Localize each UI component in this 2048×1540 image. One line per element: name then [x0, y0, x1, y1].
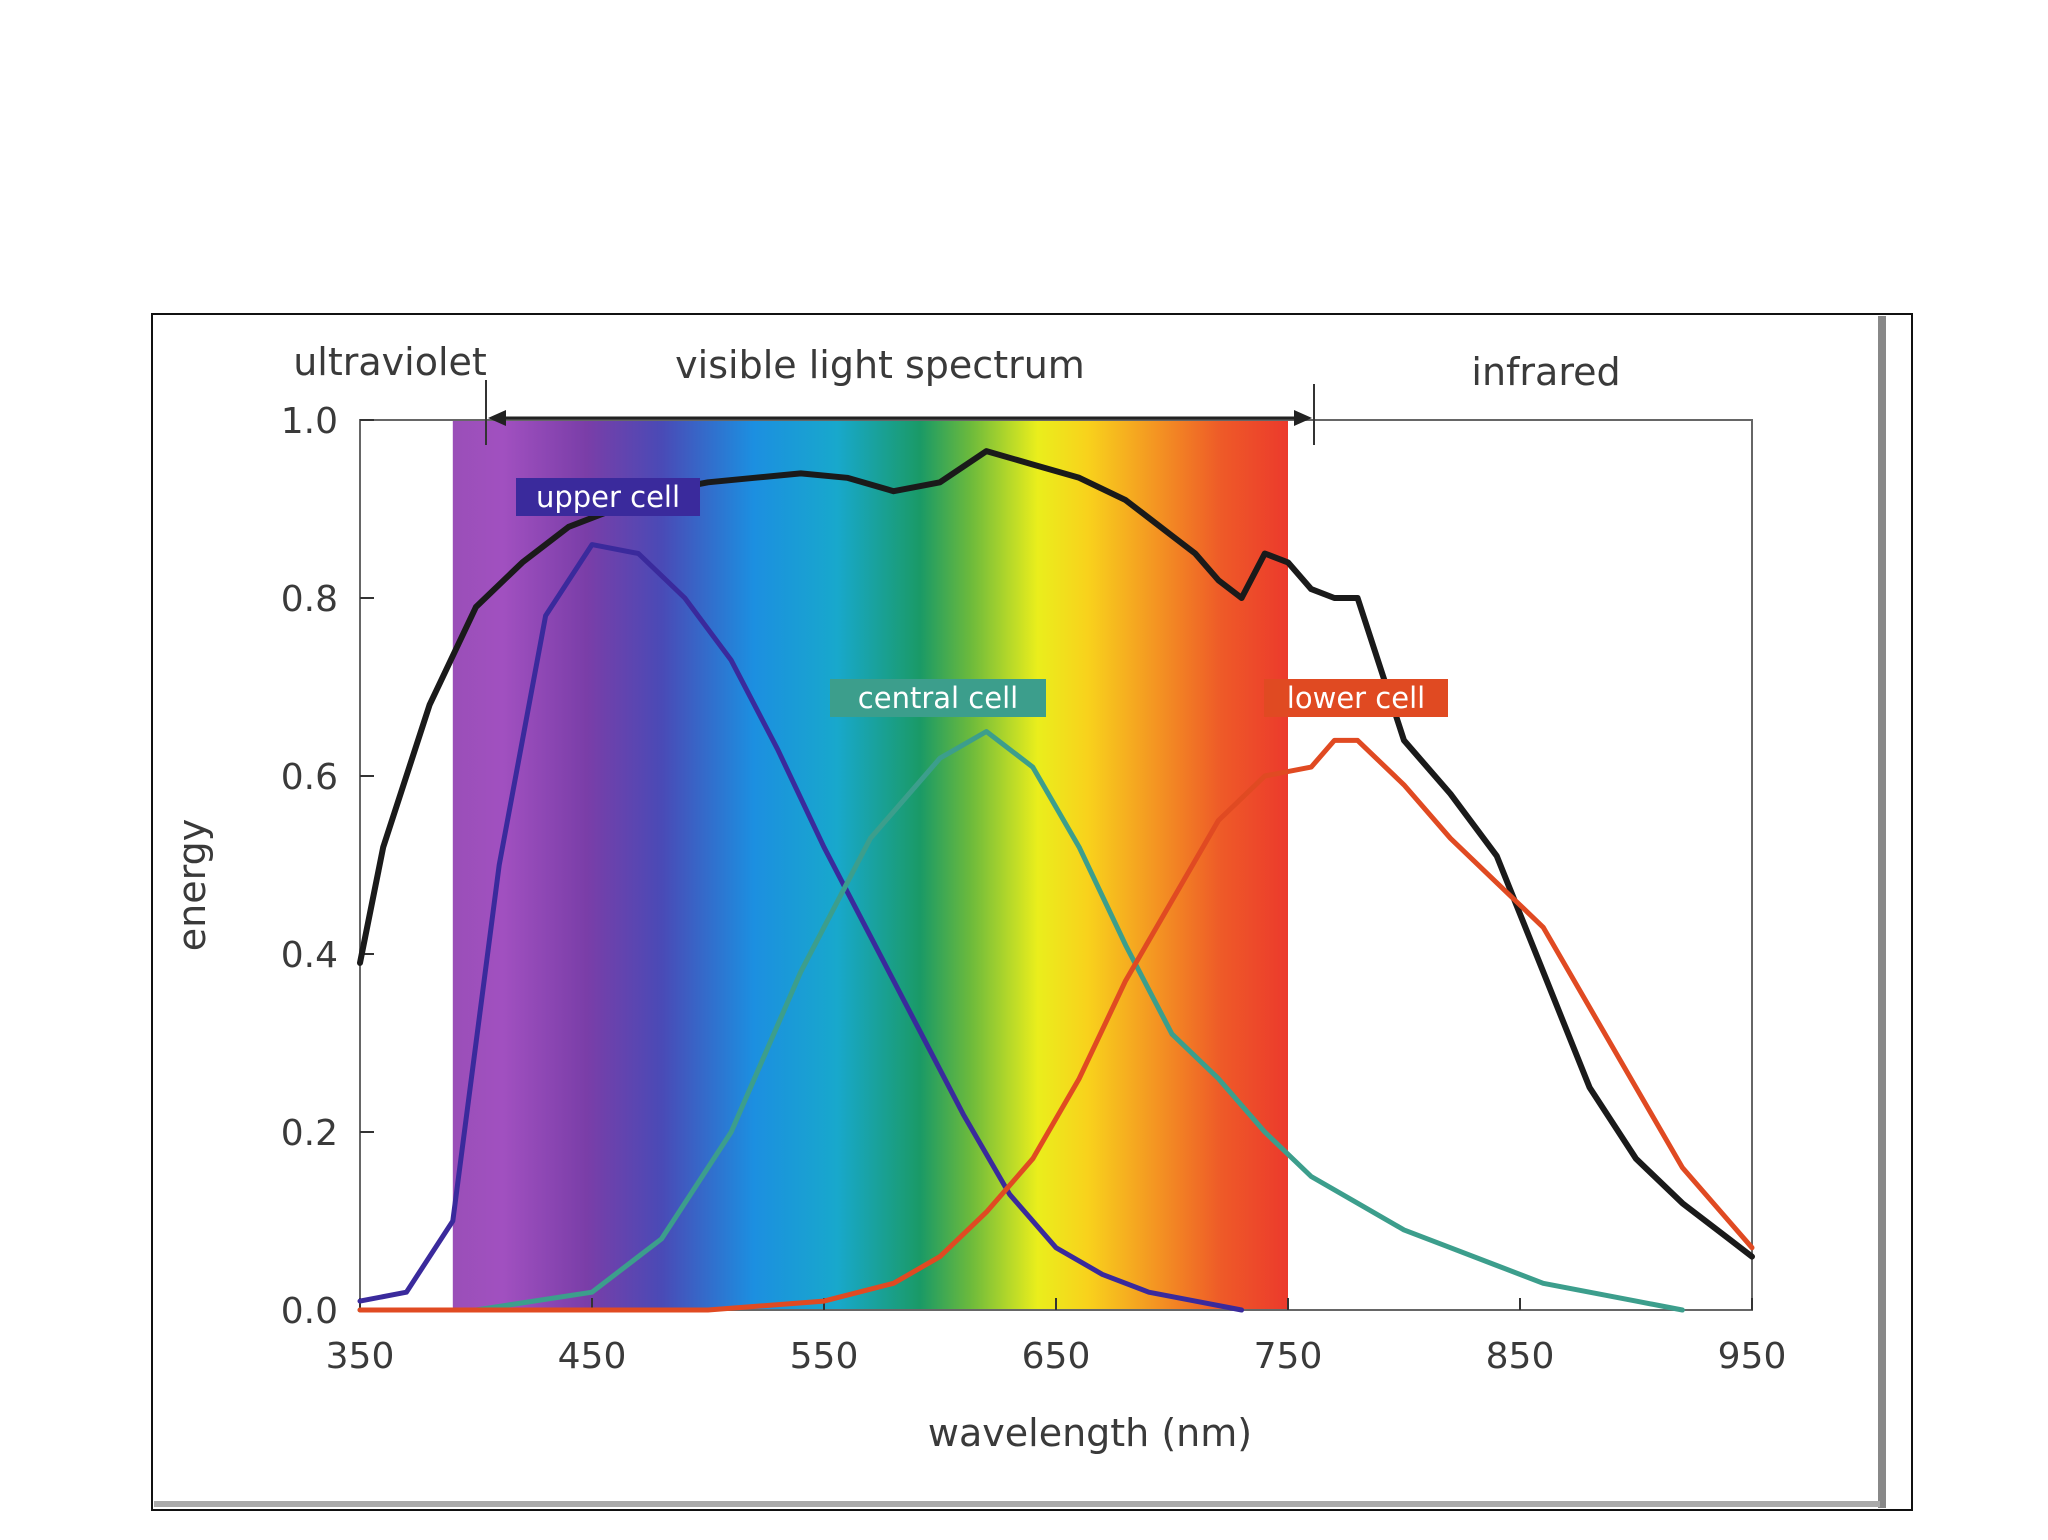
label-layer: upper cell central cell lower cell: [516, 478, 1448, 717]
x-axis-label: wavelength (nm): [928, 1411, 1252, 1455]
arrow-head-right: [1294, 410, 1312, 426]
x-tick-label: 450: [558, 1336, 627, 1377]
series-label: central cell: [858, 681, 1018, 715]
y-axis-label: energy: [170, 819, 214, 951]
x-tick-label: 950: [1718, 1336, 1787, 1377]
axis-ticks: 350 450 550 650 750 850 950 0.0 0.2 0.4 0.6 0.8 1.0: [281, 401, 1787, 1377]
x-tick-label: 350: [326, 1336, 395, 1377]
series-line-lower-cell: [357, 737, 1755, 1313]
x-tick-label: 850: [1486, 1336, 1555, 1377]
y-tick-label: 0.0: [281, 1291, 338, 1332]
y-tick-label: 1.0: [281, 401, 338, 442]
x-tick-label: 550: [790, 1336, 859, 1377]
visible-spectrum-band: [452, 420, 1288, 1310]
y-tick-label: 0.6: [281, 757, 338, 798]
y-tick-label: 0.2: [281, 1113, 338, 1154]
x-tick-label: 750: [1254, 1336, 1323, 1377]
series-line-upper-cell: [357, 542, 1245, 1313]
x-tick-label: 650: [1022, 1336, 1091, 1377]
y-tick-label: 0.4: [281, 935, 338, 976]
region-label-visible: visible light spectrum: [675, 343, 1085, 387]
series-label: lower cell: [1287, 681, 1425, 715]
series-label-box: [516, 478, 700, 516]
series-label-box: [830, 679, 1046, 717]
series-label-box: [1264, 679, 1448, 717]
region-label-infrared: infrared: [1471, 350, 1620, 394]
series-line-central-cell: [357, 729, 1685, 1313]
region-label-ultraviolet: ultraviolet: [293, 340, 487, 384]
y-tick-label: 0.8: [281, 579, 338, 620]
series-label: upper cell: [536, 480, 680, 514]
arrow-head-left: [488, 410, 506, 426]
